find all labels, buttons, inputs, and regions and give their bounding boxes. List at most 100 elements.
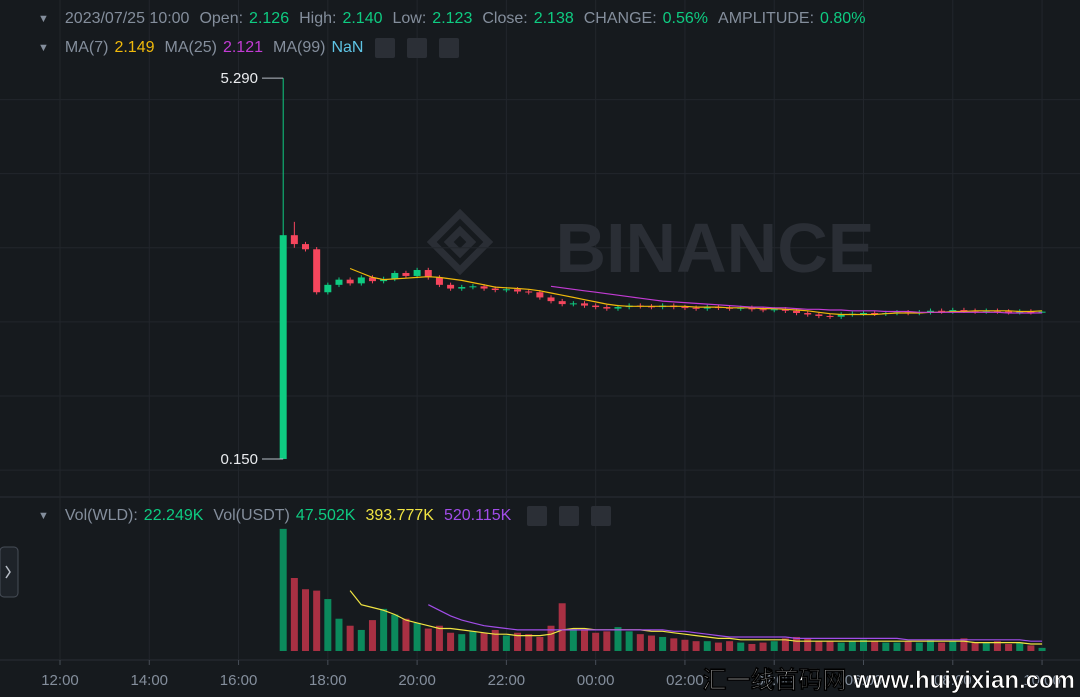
volume-bar: [659, 636, 667, 651]
volume-bar: [402, 618, 410, 651]
volume-legend-label: Vol(WLD):: [64, 507, 138, 524]
candle-body: [514, 289, 522, 292]
volume-bar: [435, 625, 443, 651]
ma-legend: ▼ MA(7) 2.149 MA(25) 2.121 MA(99) NaN: [38, 38, 460, 58]
ma-label: MA(99): [273, 39, 326, 56]
candle-body: [536, 292, 544, 298]
field-label: High:: [299, 10, 337, 27]
volume-legend-label: Vol(USDT): [213, 507, 290, 524]
x-tick-label: 16:00: [220, 672, 258, 689]
candle-body: [569, 303, 577, 305]
volume-bar: [335, 618, 343, 651]
volume-bar: [346, 625, 354, 651]
candle-body: [525, 291, 533, 293]
ma-value: NaN: [331, 39, 364, 56]
volume-legend-value: 47.502K: [295, 507, 356, 524]
settings-button[interactable]: [407, 38, 428, 58]
ma-line: [550, 285, 1043, 314]
caret[interactable]: ▼: [38, 510, 49, 522]
volume-bar: [547, 625, 555, 651]
candle-body: [391, 272, 399, 279]
candle-body: [368, 277, 376, 282]
candle-body: [547, 297, 555, 302]
x-tick-label: 14:00: [130, 672, 168, 689]
eye-button[interactable]: [527, 506, 548, 526]
candle-body: [793, 310, 801, 313]
caret[interactable]: ▼: [38, 42, 49, 54]
candle-body: [614, 307, 622, 309]
volume-bar: [793, 636, 801, 651]
volume-bar: [558, 603, 566, 651]
volume-bar: [391, 614, 399, 651]
candle-body: [558, 301, 566, 305]
volume-bar: [514, 632, 522, 651]
logo-shape: [426, 208, 494, 276]
candle-body: [413, 270, 421, 276]
x-tick-label: 00:00: [577, 672, 615, 689]
high-marker-label: 5.290: [220, 70, 258, 87]
candle-body: [826, 315, 834, 317]
volume-bar: [279, 528, 287, 651]
volume-bar: [368, 620, 376, 651]
volume-bar: [703, 641, 711, 651]
volume-bar: [636, 634, 644, 651]
field-value: 2.126: [249, 10, 290, 27]
side-toggle[interactable]: [0, 546, 19, 598]
candle-body: [402, 272, 410, 276]
candle-body: [860, 312, 868, 314]
volume-bar: [469, 631, 477, 651]
field-label: Open:: [199, 10, 244, 27]
candle-body: [603, 307, 611, 309]
watermark: BINANCE: [556, 209, 875, 287]
candle-body: [1038, 311, 1046, 313]
candle-body: [949, 310, 957, 312]
candle-body: [313, 249, 321, 293]
candle-body: [302, 244, 310, 250]
x-tick-label: 22:00: [488, 672, 526, 689]
volume-bar: [837, 642, 845, 651]
volume-bar: [804, 638, 812, 651]
datetime: 2023/07/25 10:00: [64, 10, 190, 27]
volume-bar: [592, 632, 600, 651]
volume-bar: [480, 632, 488, 651]
x-tick-label: 10:00: [1023, 672, 1061, 689]
volume-bar: [614, 627, 622, 651]
volume-bar: [1027, 645, 1035, 651]
field-label: AMPLITUDE:: [718, 10, 815, 27]
volume-bar: [748, 643, 756, 651]
candle-body: [837, 314, 845, 317]
candle-body: [458, 287, 466, 289]
volume-bar: [603, 631, 611, 651]
candle-body: [592, 305, 600, 308]
volume-bar: [525, 634, 533, 651]
volume-bar: [313, 590, 321, 651]
volume-bar: [893, 642, 901, 651]
candle-body: [781, 309, 789, 311]
volume-bar: [1005, 643, 1013, 651]
volume-bar: [290, 578, 298, 651]
x-tick-label: 12:00: [41, 672, 79, 689]
settings-button[interactable]: [559, 506, 580, 526]
field-value: 2.138: [533, 10, 574, 27]
candle-body: [290, 235, 298, 245]
volume-bar: [424, 628, 432, 651]
caret[interactable]: ▼: [38, 13, 49, 25]
candle-body: [938, 310, 946, 312]
ma-label: MA(7): [64, 39, 109, 56]
candle-body: [926, 310, 934, 313]
candle-body: [748, 307, 756, 310]
close-button[interactable]: [439, 38, 460, 58]
eye-button[interactable]: [375, 38, 396, 58]
volume-bar: [904, 641, 912, 651]
volume-ma-line: [349, 590, 1043, 645]
volume-bar: [324, 599, 332, 651]
close-button[interactable]: [591, 506, 612, 526]
field-label: Close:: [482, 10, 528, 27]
volume-bar: [938, 642, 946, 651]
candle-body: [346, 279, 354, 284]
volume-bar: [569, 628, 577, 651]
volume-bar: [692, 641, 700, 651]
volume-bar: [670, 638, 678, 651]
